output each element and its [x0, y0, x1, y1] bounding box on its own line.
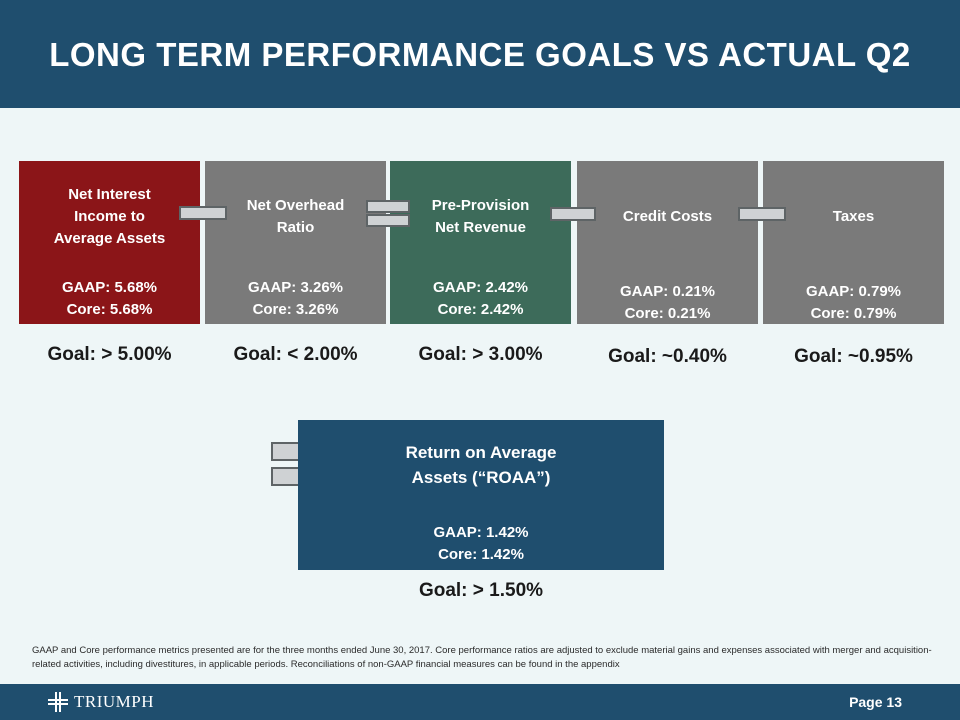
- title-bar: LONG TERM PERFORMANCE GOALS VS ACTUAL Q2: [0, 0, 960, 108]
- metric-gaap: GAAP: 0.21%: [619, 283, 716, 300]
- metric-pre-provision-net-revenue: Pre-Provision Net Revenue GAAP: 2.42% Co…: [390, 161, 571, 324]
- metric-roaa: Return on Average Assets (“ROAA”) GAAP: …: [298, 420, 664, 570]
- metric-gaap: GAAP: 0.79%: [805, 283, 902, 300]
- goal-roaa: Goal: > 1.50%: [418, 580, 544, 601]
- roaa-core: Core: 1.42%: [438, 546, 524, 563]
- goal-net-overhead-ratio: Goal: < 2.00%: [233, 344, 358, 365]
- goal-pre-provision-net-revenue: Goal: > 3.00%: [418, 344, 543, 365]
- metric-gaap: GAAP: 5.68%: [61, 279, 158, 296]
- minus-operator-icon: [550, 207, 596, 221]
- metric-gaap: GAAP: 3.26%: [247, 279, 344, 296]
- goal-credit-costs: Goal: ~0.40%: [608, 346, 727, 367]
- goal-net-interest-income: Goal: > 5.00%: [47, 344, 172, 365]
- metric-values: GAAP: 0.21% Core: 0.21%: [577, 281, 758, 325]
- metric-label: Credit Costs: [622, 208, 713, 225]
- metric-credit-costs: Credit Costs GAAP: 0.21% Core: 0.21%: [577, 161, 758, 324]
- cross-logo-icon: [48, 692, 68, 712]
- metric-taxes: Taxes GAAP: 0.79% Core: 0.79%: [763, 161, 944, 324]
- metric-values: GAAP: 5.68% Core: 5.68%: [19, 277, 200, 321]
- roaa-gaap: GAAP: 1.42%: [433, 524, 529, 541]
- minus-operator-icon: [179, 206, 227, 220]
- metric-values: GAAP: 2.42% Core: 2.42%: [390, 277, 571, 321]
- metric-core: Core: 0.21%: [624, 305, 711, 322]
- metric-core: Core: 0.79%: [810, 305, 897, 322]
- footer-bar: TRIUMPH Page 13: [0, 684, 960, 720]
- metric-label: Pre-Provision Net Revenue: [431, 197, 530, 236]
- metric-core: Core: 3.26%: [252, 301, 339, 318]
- metric-label: Taxes: [832, 208, 875, 225]
- metric-values: GAAP: 3.26% Core: 3.26%: [205, 277, 386, 321]
- metric-core: Core: 2.42%: [437, 301, 524, 318]
- logo-wordmark: TRIUMPH: [74, 692, 155, 711]
- footnote: GAAP and Core performance metrics presen…: [32, 645, 932, 670]
- page-number: Page 13: [849, 694, 902, 710]
- metric-gaap: GAAP: 2.42%: [432, 279, 529, 296]
- metric-net-overhead-ratio: Net Overhead Ratio GAAP: 3.26% Core: 3.2…: [205, 161, 386, 324]
- triumph-logo: TRIUMPH: [48, 692, 154, 712]
- equals-operator-icon-bottom: [366, 214, 410, 227]
- metric-values: GAAP: 0.79% Core: 0.79%: [763, 281, 944, 325]
- goal-taxes: Goal: ~0.95%: [794, 346, 913, 367]
- page-title: LONG TERM PERFORMANCE GOALS VS ACTUAL Q2: [49, 36, 911, 73]
- roaa-values: GAAP: 1.42% Core: 1.42%: [298, 522, 664, 566]
- minus-operator-icon: [738, 207, 786, 221]
- metric-label: Net Overhead Ratio: [246, 197, 345, 236]
- roaa-label: Return on Average Assets (“ROAA”): [405, 443, 557, 487]
- metric-core: Core: 5.68%: [66, 301, 153, 318]
- metric-net-interest-income: Net Interest Income to Average Assets GA…: [19, 161, 200, 324]
- equals-operator-icon-top: [366, 200, 410, 213]
- metric-label: Net Interest Income to Average Assets: [53, 186, 166, 247]
